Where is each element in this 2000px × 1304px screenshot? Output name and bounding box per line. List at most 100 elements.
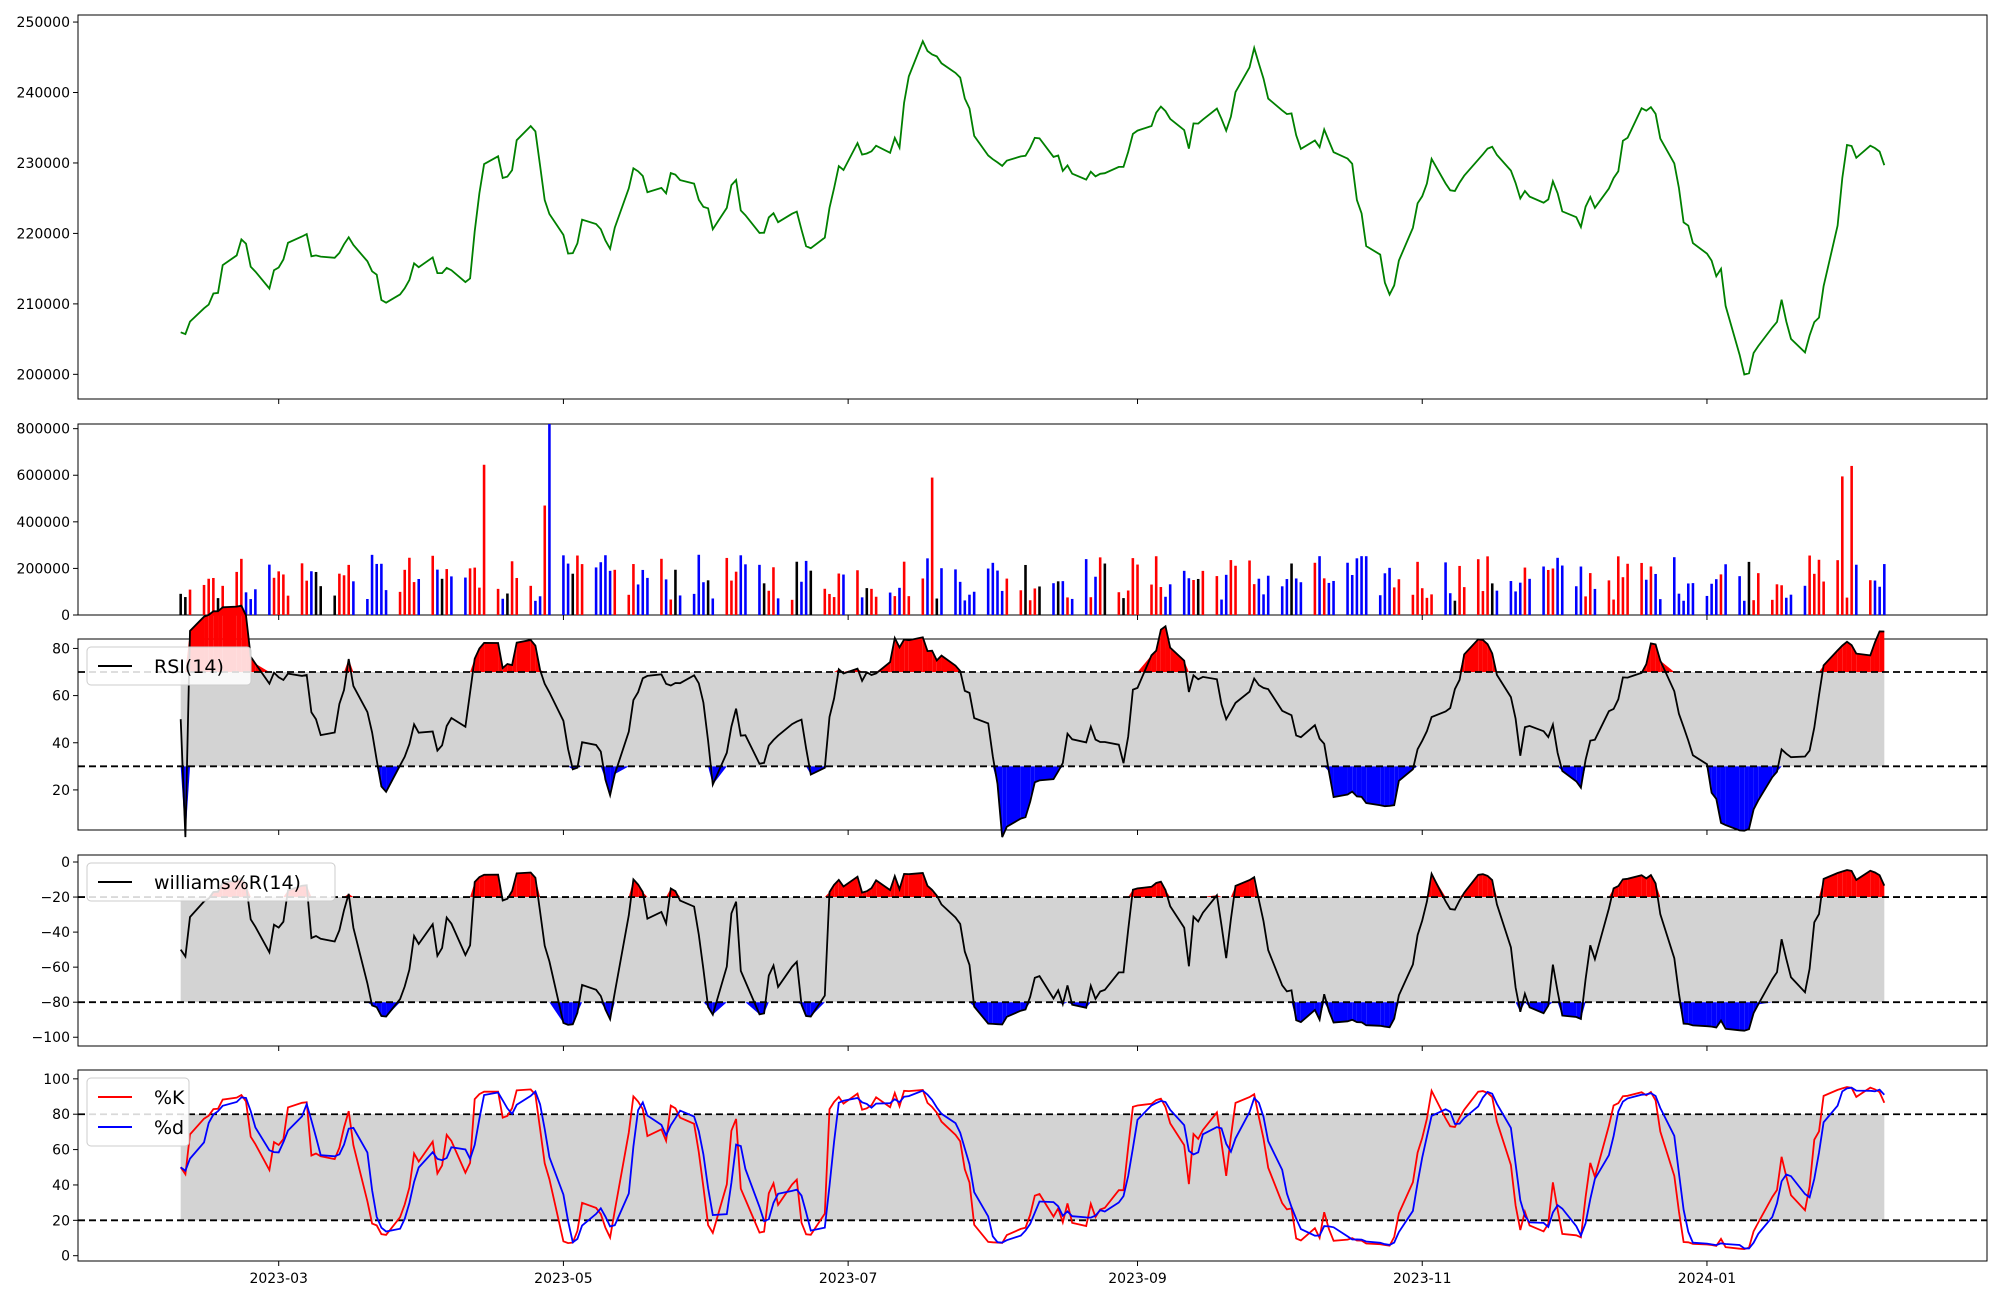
- volume-bar: [1672, 557, 1676, 615]
- volume-bar: [1490, 583, 1494, 615]
- volume-bar: [1019, 590, 1023, 615]
- volume-bar: [1677, 593, 1681, 615]
- volume-bar: [907, 596, 911, 615]
- volume-bar: [963, 600, 967, 615]
- rsi-fill-upper: [1160, 626, 1166, 673]
- volume-bar: [1411, 594, 1415, 615]
- stochastic-ytick-label: 100: [43, 1072, 70, 1088]
- volume-bar: [1425, 597, 1429, 615]
- volume-bar: [772, 567, 775, 615]
- volume-bar: [1817, 559, 1821, 615]
- volume-bar: [1420, 588, 1424, 615]
- volume-bar: [1649, 566, 1653, 615]
- volume-bar: [1164, 596, 1167, 615]
- volume-bar: [739, 555, 743, 615]
- volume-bar: [212, 577, 215, 615]
- volume-bar: [1584, 596, 1587, 615]
- rsi-band: [180, 672, 1885, 767]
- volume-bar: [921, 578, 925, 615]
- volume-bar: [342, 575, 346, 615]
- volume-bar: [1392, 587, 1396, 615]
- rsi-fill-upper: [941, 655, 956, 673]
- williams-frame: [77, 854, 1988, 1047]
- volume-bar: [1878, 586, 1881, 615]
- volume-bar: [1322, 578, 1326, 615]
- volume-bar: [1038, 586, 1041, 615]
- williams-ytick-label: −60: [40, 960, 70, 976]
- volume-bar: [1654, 573, 1657, 615]
- price-ytick-label: 200000: [17, 367, 70, 383]
- williams-fill-upper: [1132, 888, 1138, 898]
- volume-bar: [958, 581, 962, 615]
- williams-legend-box: [86, 862, 336, 902]
- volume-bar: [473, 567, 477, 615]
- williams-fill-upper: [1216, 895, 1222, 898]
- rsi-legend-label: RSI(14): [154, 656, 224, 678]
- williams-fill-lower: [1389, 1002, 1395, 1028]
- volume-bar: [1234, 565, 1237, 615]
- volume-bar: [730, 580, 733, 615]
- volume-bar: [954, 569, 957, 615]
- rsi-fill-lower: [1006, 766, 1021, 827]
- volume-bar: [319, 586, 322, 615]
- volume-bar: [1551, 568, 1555, 615]
- rsi-legend-box: [86, 646, 252, 686]
- stochastic-panel: 0 20 40 60 80 100 %K %d: [43, 1069, 1988, 1265]
- rsi-fill-upper: [932, 650, 937, 673]
- volume-bar: [870, 588, 873, 615]
- volume-bar: [874, 596, 878, 615]
- rsi-frame: [77, 638, 1988, 831]
- volume-bar: [762, 583, 766, 615]
- volume-bar: [1836, 560, 1839, 615]
- volume-bar: [608, 570, 612, 615]
- volume-bar: [1588, 573, 1592, 615]
- volume-bar: [571, 573, 575, 615]
- volume-bar: [697, 554, 701, 615]
- williams-fill-upper: [838, 879, 844, 898]
- volume-bar: [1514, 591, 1517, 615]
- volume-bar: [1257, 578, 1261, 615]
- volume-bar: [254, 589, 257, 615]
- volume-bar: [1005, 578, 1009, 615]
- volume-bar: [856, 570, 859, 615]
- williams-fill-upper: [1650, 875, 1656, 898]
- volume-bar: [669, 599, 673, 615]
- xtick-label: 2024-01: [1678, 1271, 1737, 1287]
- volume-bar: [249, 599, 252, 615]
- volume-bar: [674, 569, 677, 615]
- rsi-fill-lower: [1720, 766, 1726, 826]
- volume-bar: [1000, 590, 1004, 615]
- williams-legend-label: williams%R(14): [154, 872, 301, 894]
- volume-ytick-label: 600000: [17, 468, 70, 484]
- williams-panel: −100 −80 −60 −40 −20 0 williams%R(14): [32, 854, 1988, 1047]
- williams-fill-upper: [1856, 870, 1871, 898]
- volume-bar: [1122, 598, 1125, 615]
- volume-bar: [1215, 576, 1219, 615]
- rsi-fill-lower: [1753, 766, 1759, 810]
- rsi-fill-lower: [1389, 766, 1395, 806]
- volume-bar: [1364, 556, 1368, 615]
- volume-bar: [580, 564, 584, 615]
- volume-bar: [445, 569, 449, 615]
- williams-fill-lower: [1361, 1002, 1367, 1026]
- volume-bar: [1224, 574, 1228, 615]
- volume-bar: [809, 570, 813, 615]
- stochastic-d-line: [180, 1086, 1885, 1250]
- volume-bar: [1327, 582, 1331, 615]
- volume-bar: [1024, 564, 1027, 615]
- rsi-fill-lower: [180, 766, 186, 838]
- rsi-fill-upper: [1823, 650, 1838, 673]
- volume-bar: [767, 590, 771, 615]
- rsi-fill-upper: [908, 637, 923, 673]
- williams-fill-upper: [1851, 870, 1857, 898]
- volume-bar: [1332, 580, 1335, 615]
- volume-bar: [1070, 598, 1074, 615]
- williams-fill-lower: [1380, 1002, 1385, 1027]
- volume-ytick-label: 200000: [17, 561, 70, 577]
- volume-bar: [366, 598, 369, 615]
- volume-bar: [1416, 561, 1419, 615]
- volume-bar: [188, 589, 192, 615]
- xtick-label: 2023-11: [1393, 1271, 1452, 1287]
- williams-fill-lower: [1002, 1002, 1007, 1025]
- price-ytick-label: 220000: [17, 226, 70, 242]
